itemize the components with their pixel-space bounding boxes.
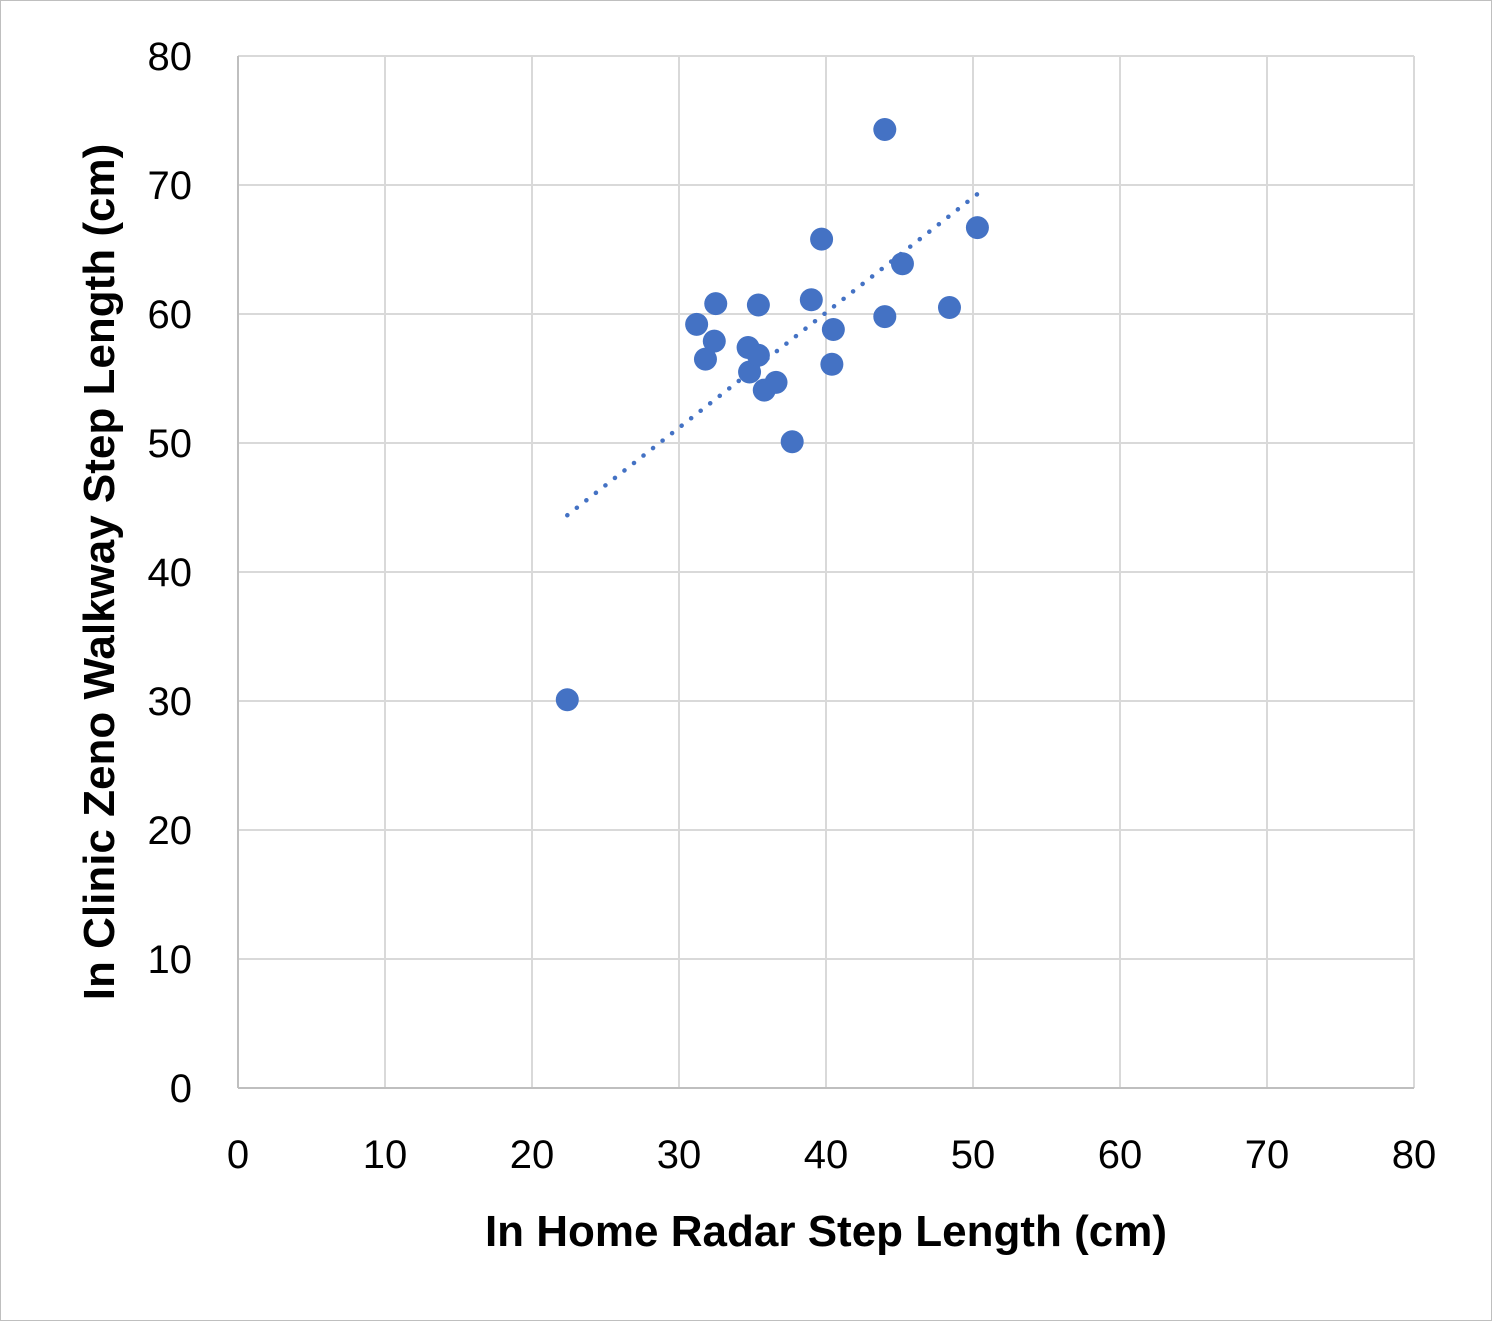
- data-point: [693, 347, 717, 371]
- data-point: [937, 296, 961, 320]
- y-tick-label: 80: [148, 35, 193, 79]
- x-tick-label: 80: [1392, 1133, 1437, 1177]
- data-point: [746, 343, 770, 367]
- y-tick-label: 50: [148, 422, 193, 466]
- x-tick-label: 10: [363, 1133, 408, 1177]
- y-tick-label: 70: [148, 164, 193, 208]
- data-point: [820, 352, 844, 376]
- x-tick-label: 60: [1098, 1133, 1143, 1177]
- gridlines: [238, 55, 1415, 1088]
- data-point: [764, 370, 788, 394]
- x-tick-label: 40: [804, 1133, 849, 1177]
- y-axis-title: In Clinic Zeno Walkway Step Length (cm): [75, 144, 124, 1000]
- x-tick-label: 30: [657, 1133, 702, 1177]
- data-point: [821, 317, 845, 341]
- data-point: [965, 216, 989, 240]
- data-point: [702, 329, 726, 353]
- data-point: [685, 312, 709, 336]
- x-tick-label: 70: [1245, 1133, 1290, 1177]
- y-tick-label: 30: [148, 680, 193, 724]
- trendline-layer: [565, 191, 980, 518]
- x-axis-title: In Home Radar Step Length (cm): [485, 1207, 1167, 1256]
- y-tick-label: 10: [148, 938, 193, 982]
- data-point: [746, 293, 770, 317]
- data-point: [890, 252, 914, 276]
- data-point: [799, 288, 823, 312]
- y-tick-label: 20: [148, 809, 193, 853]
- data-point: [780, 430, 804, 454]
- x-tick-label: 50: [951, 1133, 996, 1177]
- x-tick-labels: 0 10 20 30 40 50 60 70 80: [227, 1133, 1436, 1177]
- data-point: [873, 305, 897, 329]
- data-points: [555, 118, 989, 712]
- y-tick-label: 40: [148, 551, 193, 595]
- y-tick-labels: 0 10 20 30 40 50 60 70 80: [148, 35, 193, 1111]
- y-tick-label: 0: [170, 1067, 192, 1111]
- data-point: [873, 118, 897, 142]
- data-point: [555, 688, 579, 712]
- x-tick-label: 20: [510, 1133, 555, 1177]
- x-tick-label: 0: [227, 1133, 249, 1177]
- axes: [237, 56, 1414, 1089]
- trendline: [565, 191, 980, 518]
- y-tick-label: 60: [148, 293, 193, 337]
- data-point: [704, 292, 728, 316]
- data-point: [810, 227, 834, 251]
